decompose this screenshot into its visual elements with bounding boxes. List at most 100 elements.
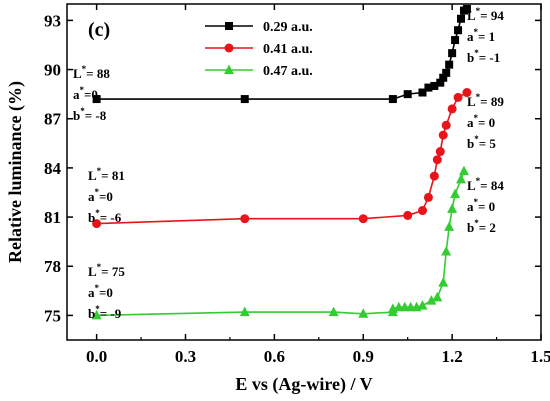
annotation-value: =0 [84, 87, 98, 102]
annotation-value: = 1 [478, 29, 495, 44]
annotation-line: L*= 94 [467, 6, 504, 23]
series-3 [91, 165, 469, 320]
legend-item: 0.29 a.u. [205, 20, 313, 35]
annotation-line: L*= 81 [88, 166, 125, 183]
x-tick-label: 0.3 [175, 347, 196, 366]
x-tick-label: 0.9 [353, 347, 374, 366]
annotation-symbol: a [467, 199, 474, 214]
legend-marker [224, 43, 234, 53]
annotation-superscript: * [95, 187, 100, 197]
annotation-line: L*= 75 [88, 262, 125, 279]
x-axis-title: E vs (Ag-wire) / V [235, 374, 372, 395]
data-point [439, 73, 448, 82]
annotation-line: b*= -1 [467, 48, 500, 65]
y-tick-label: 84 [44, 159, 62, 178]
annotation-superscript: * [474, 48, 479, 58]
series-layer [91, 4, 472, 320]
data-point [453, 92, 463, 102]
annotation-value: = 84 [480, 178, 504, 193]
data-point [456, 173, 467, 184]
annotation-symbol: b [88, 306, 95, 321]
annotation-symbol: a [88, 189, 95, 204]
data-point [432, 291, 443, 302]
annotation-symbol: b [467, 136, 474, 151]
annotation-line: b*= -9 [88, 304, 122, 321]
x-tick-label: 1.2 [442, 347, 463, 366]
x-tick-label: 0.0 [86, 347, 107, 366]
data-point [462, 4, 471, 13]
data-point [91, 309, 102, 320]
data-point [418, 88, 427, 97]
annotation-line: a*= 1 [467, 27, 495, 44]
data-point [423, 192, 433, 202]
annotation-line: b*= -8 [73, 106, 107, 123]
annotation-symbol: b [467, 50, 474, 65]
legend-label: 0.29 a.u. [263, 20, 313, 35]
annotation-line: a*=0 [88, 187, 113, 204]
data-point [92, 219, 102, 229]
data-point [240, 214, 250, 224]
legend-item: 0.47 a.u. [205, 64, 313, 79]
annotation-superscript: * [80, 85, 85, 95]
data-point [448, 49, 457, 58]
data-point [435, 147, 445, 157]
data-point [430, 81, 439, 90]
y-tick-label: 78 [44, 257, 61, 276]
lab-annotation: L*= 88a*=0b*= -8 [73, 64, 110, 123]
data-point [438, 277, 449, 287]
series-2 [92, 88, 472, 229]
lab-annotation: L*= 94a*= 1b*= -1 [467, 6, 504, 65]
legend-item: 0.41 a.u. [205, 42, 313, 57]
data-point [403, 210, 413, 220]
annotation-superscript: * [474, 113, 479, 123]
annotation-value: = 89 [480, 94, 504, 109]
data-point [441, 120, 451, 130]
annotation-symbol: L [73, 66, 82, 81]
data-point [240, 95, 249, 104]
data-point [426, 295, 437, 305]
legend: 0.29 a.u. 0.41 a.u. 0.47 a.u. [205, 20, 313, 79]
data-point [462, 88, 472, 98]
annotation-symbol: a [467, 29, 474, 44]
annotation-line: b*= 5 [467, 134, 496, 151]
annotation-symbol: b [88, 210, 95, 225]
annotation-symbol: a [88, 285, 95, 300]
annotation-value: = -9 [100, 306, 122, 321]
annotation-symbol: a [467, 115, 474, 130]
annotation-line: L*= 84 [467, 176, 504, 193]
annotation-value: = -8 [85, 108, 107, 123]
annotation-value: = 0 [478, 199, 495, 214]
annotation-superscript: * [95, 208, 100, 218]
annotation-superscript: * [97, 166, 102, 176]
annotation-superscript: * [474, 27, 479, 37]
annotation-value: =0 [99, 189, 113, 204]
annotation-value: = 81 [101, 168, 125, 183]
annotation-symbol: L [88, 168, 97, 183]
y-tick-label: 81 [44, 208, 61, 227]
annotation-value: = 2 [479, 220, 496, 235]
lab-annotation: L*= 84a*= 0b*= 2 [467, 176, 504, 235]
annotation-value: = 88 [86, 66, 110, 81]
data-point [432, 155, 442, 165]
annotation-symbol: L [467, 178, 476, 193]
lab-annotation: L*= 75a*=0b*= -9 [88, 262, 125, 321]
y-tick-label: 87 [44, 110, 62, 129]
data-point [444, 221, 455, 231]
annotation-superscript: * [474, 218, 479, 228]
y-axis-title: Relative luminance (%) [5, 81, 26, 263]
legend-marker [225, 22, 233, 30]
data-point [92, 95, 101, 104]
data-point [424, 83, 433, 92]
legend-label: 0.47 a.u. [263, 64, 313, 79]
data-point [429, 171, 439, 181]
lab-annotation: L*= 81a*=0b*= -6 [88, 166, 125, 225]
data-point [418, 206, 427, 216]
data-point [239, 306, 250, 317]
data-point [403, 90, 412, 99]
data-point [458, 165, 469, 176]
annotation-value: = 75 [101, 264, 125, 279]
annotation-value: = 5 [479, 136, 497, 151]
annotation-line: b*= -6 [88, 208, 122, 225]
annotation-superscript: * [476, 176, 481, 186]
